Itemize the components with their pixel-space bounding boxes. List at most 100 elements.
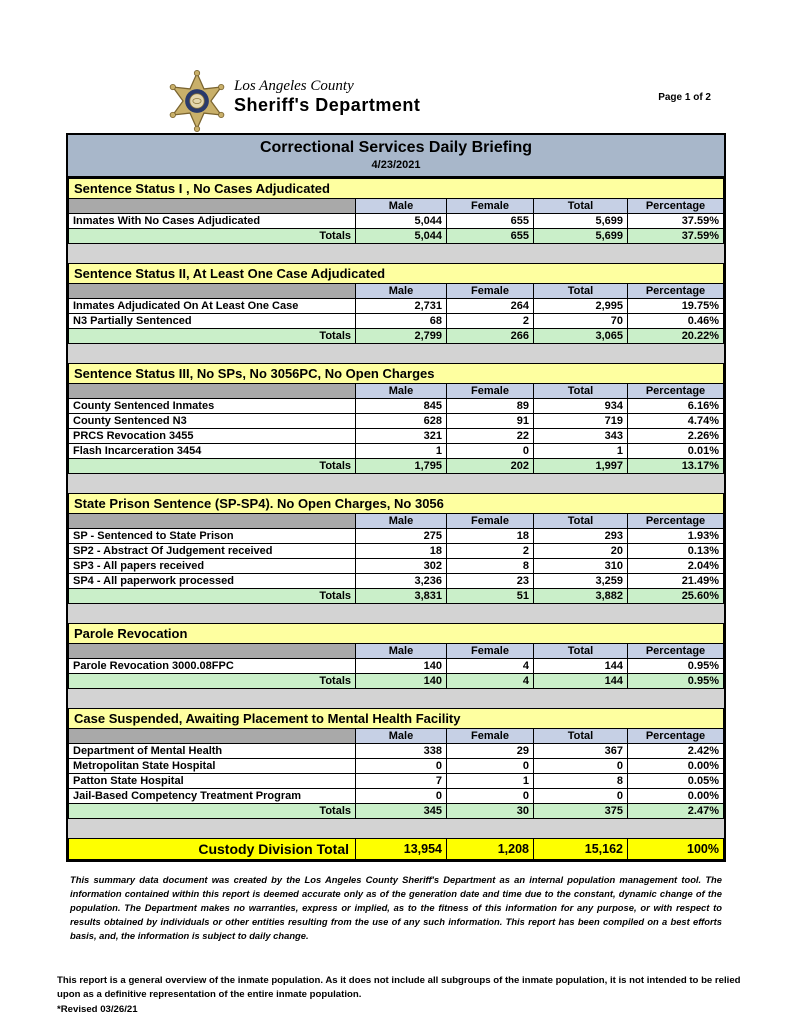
cell-percentage: 1.93% [627, 528, 724, 544]
totals-male: 1,795 [355, 458, 447, 474]
col-header-female: Female [446, 198, 534, 214]
logo-text: Los Angeles County Sheriff's Department [234, 70, 420, 115]
row-label: Jail-Based Competency Treatment Program [68, 788, 356, 804]
cell-percentage: 37.59% [627, 213, 724, 229]
table-row: Metropolitan State Hospital 0 0 0 0.00% [68, 758, 724, 774]
totals-label: Totals [68, 328, 356, 344]
totals-total: 3,065 [533, 328, 628, 344]
col-header-male: Male [355, 643, 447, 659]
cell-female: 22 [446, 428, 534, 444]
cell-percentage: 0.05% [627, 773, 724, 789]
totals-male: 345 [355, 803, 447, 819]
totals-label: Totals [68, 228, 356, 244]
totals-female: 30 [446, 803, 534, 819]
table-row: SP3 - All papers received 302 8 310 2.04… [68, 558, 724, 574]
cell-female: 89 [446, 398, 534, 414]
row-label: PRCS Revocation 3455 [68, 428, 356, 444]
logo-county-text: Los Angeles County [234, 78, 354, 94]
cell-male: 302 [355, 558, 447, 574]
custody-total-female: 1,208 [446, 838, 534, 860]
cell-female: 0 [446, 758, 534, 774]
cell-total: 310 [533, 558, 628, 574]
totals-label: Totals [68, 803, 356, 819]
report-title: Correctional Services Daily Briefing [259, 139, 533, 156]
cell-total: 8 [533, 773, 628, 789]
totals-percentage: 13.17% [627, 458, 724, 474]
table-row: Department of Mental Health 338 29 367 2… [68, 743, 724, 759]
row-label: SP2 - Abstract Of Judgement received [68, 543, 356, 559]
row-label: County Sentenced N3 [68, 413, 356, 429]
cell-female: 1 [446, 773, 534, 789]
col-header-total: Total [533, 513, 628, 529]
col-header-percentage: Percentage [627, 383, 724, 399]
cell-male: 321 [355, 428, 447, 444]
section-title: Parole Revocation [68, 623, 724, 644]
corner-cell [68, 383, 356, 399]
table-row: Jail-Based Competency Treatment Program … [68, 788, 724, 804]
totals-male: 2,799 [355, 328, 447, 344]
col-header-male: Male [355, 513, 447, 529]
totals-total: 144 [533, 673, 628, 689]
column-header-row: Male Female Total Percentage [68, 198, 724, 214]
cell-male: 7 [355, 773, 447, 789]
cell-percentage: 0.00% [627, 788, 724, 804]
cell-male: 2,731 [355, 298, 447, 314]
col-header-male: Male [355, 283, 447, 299]
report-container: Correctional Services Daily Briefing 4/2… [66, 133, 726, 862]
col-header-female: Female [446, 643, 534, 659]
cell-male: 0 [355, 788, 447, 804]
col-header-percentage: Percentage [627, 198, 724, 214]
totals-total: 5,699 [533, 228, 628, 244]
table-row: SP4 - All paperwork processed 3,236 23 3… [68, 573, 724, 589]
cell-male: 140 [355, 658, 447, 674]
column-header-row: Male Female Total Percentage [68, 643, 724, 659]
cell-female: 0 [446, 788, 534, 804]
col-header-total: Total [533, 643, 628, 659]
row-label: Flash Incarceration 3454 [68, 443, 356, 459]
section-title: Case Suspended, Awaiting Placement to Me… [68, 708, 724, 729]
section-title: State Prison Sentence (SP-SP4). No Open … [68, 493, 724, 514]
cell-male: 68 [355, 313, 447, 329]
totals-percentage: 20.22% [627, 328, 724, 344]
totals-percentage: 25.60% [627, 588, 724, 604]
cell-total: 0 [533, 788, 628, 804]
corner-cell [68, 513, 356, 529]
table-row: Parole Revocation 3000.08FPC 140 4 144 0… [68, 658, 724, 674]
cell-female: 29 [446, 743, 534, 759]
cell-total: 367 [533, 743, 628, 759]
col-header-female: Female [446, 728, 534, 744]
page-header: Los Angeles County Sheriff's Department … [0, 0, 791, 133]
cell-percentage: 6.16% [627, 398, 724, 414]
cell-female: 23 [446, 573, 534, 589]
cell-total: 934 [533, 398, 628, 414]
custody-total-percentage: 100% [627, 838, 724, 860]
cell-percentage: 19.75% [627, 298, 724, 314]
report-title-bar: Correctional Services Daily Briefing 4/2… [68, 135, 724, 178]
revised-date-note: *Revised 03/26/21 [57, 1004, 138, 1016]
totals-row: Totals 3,831 51 3,882 25.60% [68, 588, 724, 604]
custody-total-male: 13,954 [355, 838, 447, 860]
row-label: SP3 - All papers received [68, 558, 356, 574]
cell-percentage: 21.49% [627, 573, 724, 589]
cell-total: 293 [533, 528, 628, 544]
row-label: Department of Mental Health [68, 743, 356, 759]
totals-male: 3,831 [355, 588, 447, 604]
cell-total: 5,699 [533, 213, 628, 229]
custody-total-label: Custody Division Total [68, 838, 356, 860]
totals-percentage: 2.47% [627, 803, 724, 819]
row-label: Inmates Adjudicated On At Least One Case [68, 298, 356, 314]
cell-male: 338 [355, 743, 447, 759]
col-header-female: Female [446, 513, 534, 529]
col-header-total: Total [533, 198, 628, 214]
cell-male: 845 [355, 398, 447, 414]
section-state-prison-sentence: State Prison Sentence (SP-SP4). No Open … [68, 493, 724, 604]
section-case-suspended-mental-health: Case Suspended, Awaiting Placement to Me… [68, 708, 724, 819]
cell-male: 0 [355, 758, 447, 774]
cell-total: 1 [533, 443, 628, 459]
cell-male: 3,236 [355, 573, 447, 589]
totals-total: 3,882 [533, 588, 628, 604]
totals-total: 375 [533, 803, 628, 819]
corner-cell [68, 198, 356, 214]
totals-label: Totals [68, 458, 356, 474]
page-number: Page 1 of 2 [658, 92, 711, 103]
